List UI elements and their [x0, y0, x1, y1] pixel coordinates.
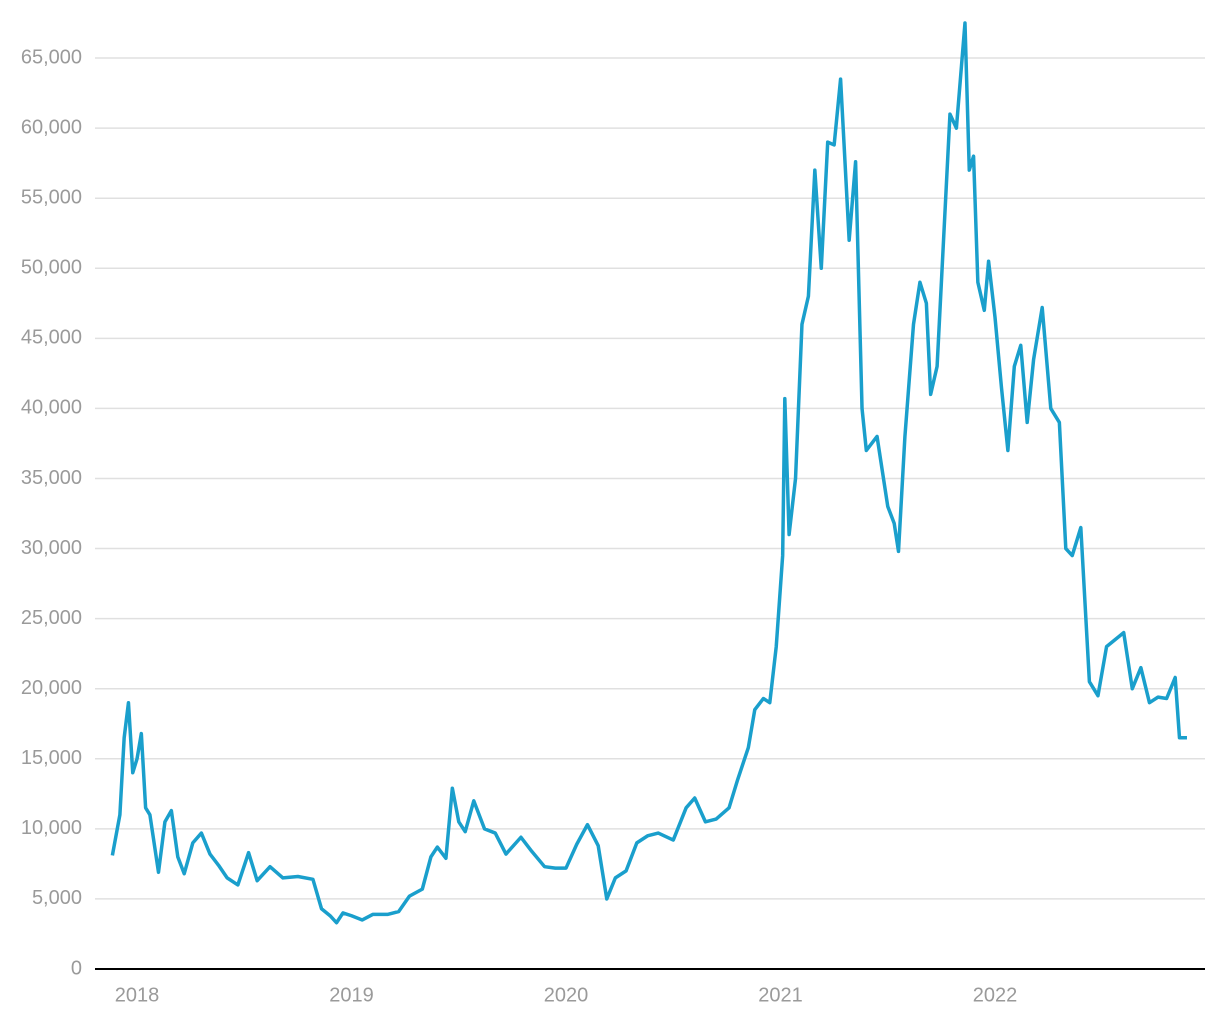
price-line — [110, 21, 1187, 925]
x-tick-label: 2020 — [544, 984, 589, 1006]
x-tick-label: 2021 — [758, 984, 803, 1006]
y-tick-label: 30,000 — [21, 537, 82, 559]
x-tick-label: 2019 — [329, 984, 374, 1006]
y-tick-label: 50,000 — [21, 257, 82, 279]
y-tick-label: 5,000 — [32, 887, 82, 909]
y-tick-label: 35,000 — [21, 467, 82, 489]
y-tick-label: 10,000 — [21, 817, 82, 839]
y-tick-label: 15,000 — [21, 747, 82, 769]
y-tick-label: 65,000 — [21, 46, 82, 68]
y-tick-label: 25,000 — [21, 607, 82, 629]
y-tick-label: 40,000 — [21, 397, 82, 419]
y-tick-label: 45,000 — [21, 327, 82, 349]
y-tick-label: 20,000 — [21, 677, 82, 699]
x-tick-label: 2022 — [973, 984, 1018, 1006]
y-tick-label: 55,000 — [21, 186, 82, 208]
x-tick-label: 2018 — [115, 984, 160, 1006]
y-tick-label: 0 — [71, 957, 82, 979]
y-tick-label: 60,000 — [21, 116, 82, 138]
